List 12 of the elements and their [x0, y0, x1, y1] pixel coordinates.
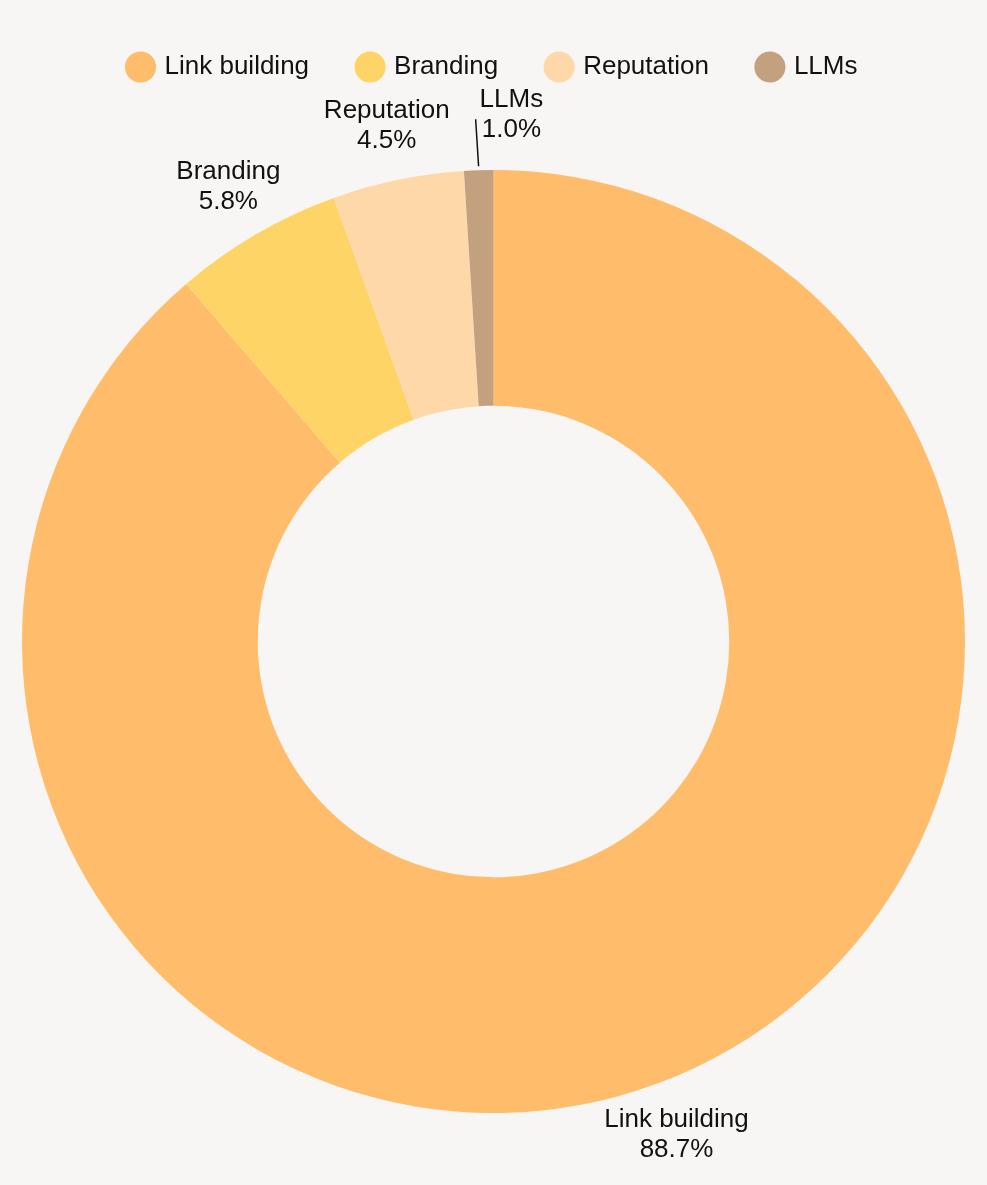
data-label: 4.5% — [357, 124, 417, 155]
slice-label: Link building — [604, 1103, 749, 1134]
legend-label: Link building — [164, 50, 310, 81]
legend-label: LLMs — [793, 50, 858, 81]
data-label: 88.7% — [639, 1133, 714, 1164]
legend-label: Reputation — [583, 50, 709, 81]
data-label: 5.8% — [198, 184, 258, 215]
slice-label: LLMs — [479, 83, 544, 114]
data-label: 1.0% — [481, 113, 542, 144]
slice-label: Branding — [176, 154, 281, 185]
legend-label: Branding — [394, 50, 499, 81]
slice-label: Reputation — [323, 94, 450, 125]
